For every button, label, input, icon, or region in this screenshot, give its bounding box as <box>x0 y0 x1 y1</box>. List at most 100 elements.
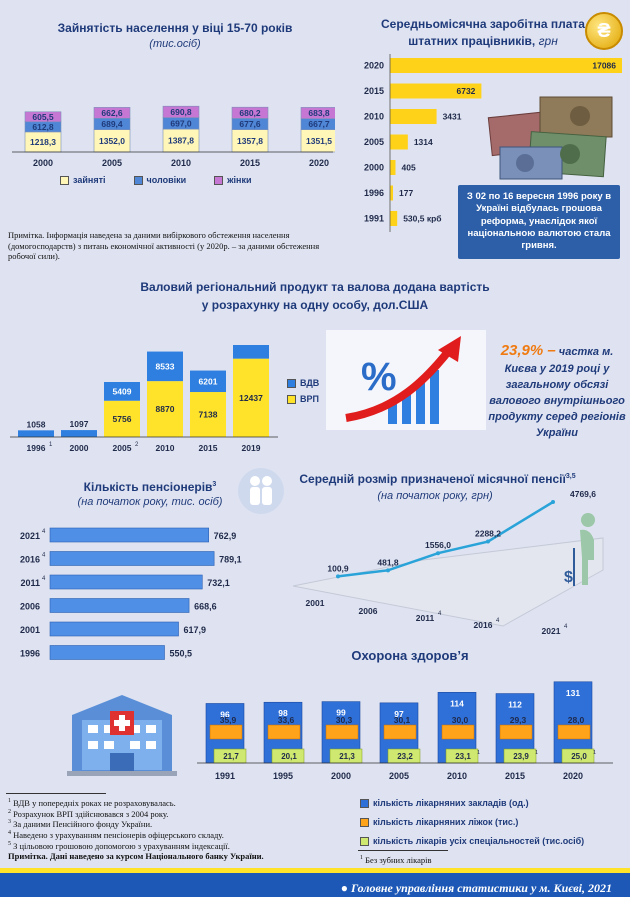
health-x-label: 2020 <box>563 771 583 781</box>
doctors-sup: 1 <box>477 750 480 756</box>
wage-data-label: 6732 <box>456 86 475 96</box>
pensioners-unit: (на початок року, тис. осіб) <box>77 496 223 508</box>
employment-bar-women <box>24 111 62 123</box>
footnote-5: 5 З цільовою грошовою допомогою з урахув… <box>8 840 230 851</box>
grp-title-line2: у розрахунку на одну особу, дол.США <box>201 298 429 312</box>
pensioner-year-label: 2001 <box>20 625 40 635</box>
grp-bar <box>147 381 183 437</box>
wage-year-label: 2005 <box>364 137 384 147</box>
grp-data-label: 8870 <box>156 404 175 414</box>
health-x-label: 1995 <box>273 771 293 781</box>
pension-data-label: 2288,2 <box>475 529 501 539</box>
footer: ● Головне управління статистики у м. Киє… <box>0 873 630 897</box>
beds-bar <box>383 724 417 740</box>
grp-data-label: 5756 <box>113 414 132 424</box>
wage-bar <box>390 185 393 201</box>
facility-data-label: 98 <box>278 708 288 718</box>
gva-data-label: 1097 <box>70 419 89 429</box>
footnote-final: Примітка. Дані наведено за курсом Націон… <box>8 851 264 862</box>
employment-unit: (тис.осіб) <box>149 38 201 50</box>
grp-bar <box>104 400 140 437</box>
grp-x-label: 2019 <box>242 443 261 453</box>
legend-gva: ВДВ <box>287 378 319 388</box>
gva-data-label: 8533 <box>156 361 175 371</box>
beds-data-label: 30,0 <box>452 715 469 725</box>
pensioner-year-label: 2021 <box>20 531 40 541</box>
elderly-man-icon: $ <box>564 513 595 586</box>
health-x-label: 2010 <box>447 771 467 781</box>
doctors-data-label: 20,1 <box>281 752 297 761</box>
wage-data-label: 17086 <box>592 61 616 71</box>
pension-x-label: 2011 <box>416 613 435 623</box>
pension-title: Середній розмір призначеної місячної пен… <box>299 472 576 486</box>
pensioner-data-label: 789,1 <box>219 555 242 565</box>
hryvnia-coin-icon: ₴ <box>585 12 623 50</box>
wage-bar <box>390 160 396 175</box>
beds-bar <box>441 724 475 740</box>
pensioner-data-label: 732,1 <box>207 578 230 588</box>
gva-data-label: 6201 <box>199 376 218 386</box>
doctors-data-label: 23,1 <box>455 752 471 761</box>
bed-note-divider <box>358 850 448 851</box>
pensioner-bar <box>49 598 190 613</box>
footer-stripe <box>0 868 630 873</box>
legend-facilities: кількість лікарняних закладів (од.) <box>360 798 584 808</box>
pensioners-title: Кількість пенсіонерів3 <box>83 480 217 494</box>
grp-x-sup: 1 <box>49 442 53 448</box>
elderly-couple-icon <box>238 468 284 514</box>
gva-bar <box>18 430 54 437</box>
grp-bar <box>190 392 226 437</box>
employment-data-label: 689,4 <box>101 119 123 129</box>
pension-x-label: 2021 <box>542 626 561 636</box>
growth-graph-image: % <box>326 330 486 430</box>
grp-x-label: 1996 <box>27 443 46 453</box>
pension-x-label: 2006 <box>359 606 378 616</box>
pensioner-year-label: 2016 <box>20 555 40 565</box>
employment-title: Зайнятість населення у віці 15-70 років <box>57 21 293 35</box>
employment-note: Примітка. Інформація наведена за даними … <box>8 230 320 262</box>
pension-unit: (на початок року, грн) <box>377 490 493 502</box>
beds-bar <box>325 724 359 740</box>
employment-data-label: 1357,8 <box>237 136 263 146</box>
wage-bar <box>390 83 482 99</box>
currency-reform-callout: З 02 по 16 вересня 1996 року в Україні в… <box>458 185 620 259</box>
gva-bar-top <box>233 345 269 359</box>
grp-bar <box>233 358 269 437</box>
pensioner-year-label: 2006 <box>20 602 40 612</box>
pension-point <box>336 574 340 579</box>
facility-data-label: 114 <box>450 698 464 708</box>
pensioner-bar <box>49 645 165 660</box>
footnote-2: 2 Розрахунок ВРП здійснювався з 2004 рок… <box>8 808 169 819</box>
wage-bar <box>390 211 398 226</box>
employment-data-label: 697,0 <box>170 118 192 128</box>
pensioner-year-sup: 4 <box>42 553 46 559</box>
pension-point <box>386 568 390 573</box>
health-x-label: 2005 <box>389 771 409 781</box>
employment-data-label: 690,8 <box>170 107 192 117</box>
legend-doctors: кількість лікарів усіх спеціальностей (т… <box>360 836 584 846</box>
footer-text: Головне управління статистики у м. Києві… <box>351 881 612 895</box>
employment-bar-women <box>93 107 131 119</box>
globe-icon: ● <box>340 881 348 895</box>
pension-x-sup: 4 <box>564 624 568 630</box>
beds-bar <box>557 724 591 740</box>
health-x-label: 2015 <box>505 771 525 781</box>
pension-x-sup: 4 <box>496 618 500 624</box>
pension-x-label: 2016 <box>474 620 493 630</box>
wages-chart: 2020 17086 2015 6732 2010 3431 2005 1314 2000 405… <box>364 54 622 232</box>
gva-data-label: 1058 <box>27 419 46 429</box>
employment-data-label: 605,5 <box>32 112 54 122</box>
facility-data-label: 99 <box>336 708 346 718</box>
health-x-label: 1991 <box>215 771 235 781</box>
hospital-image <box>67 695 177 776</box>
grp-title-line1: Валовий регіональний продукт та валова д… <box>140 280 490 294</box>
employment-data-label: 1352,0 <box>99 136 125 146</box>
wage-data-label: 530,5 крб <box>403 214 441 224</box>
pensioner-year-sup: 4 <box>42 529 46 535</box>
grp-data-label: 12437 <box>239 393 263 403</box>
employment-bar-women <box>162 105 200 118</box>
pension-chart: 100,9 481,8 1556,0 2288,2 4769,6 2001 2006 2011… <box>292 489 604 636</box>
legend-employed: зайняті <box>60 175 106 185</box>
